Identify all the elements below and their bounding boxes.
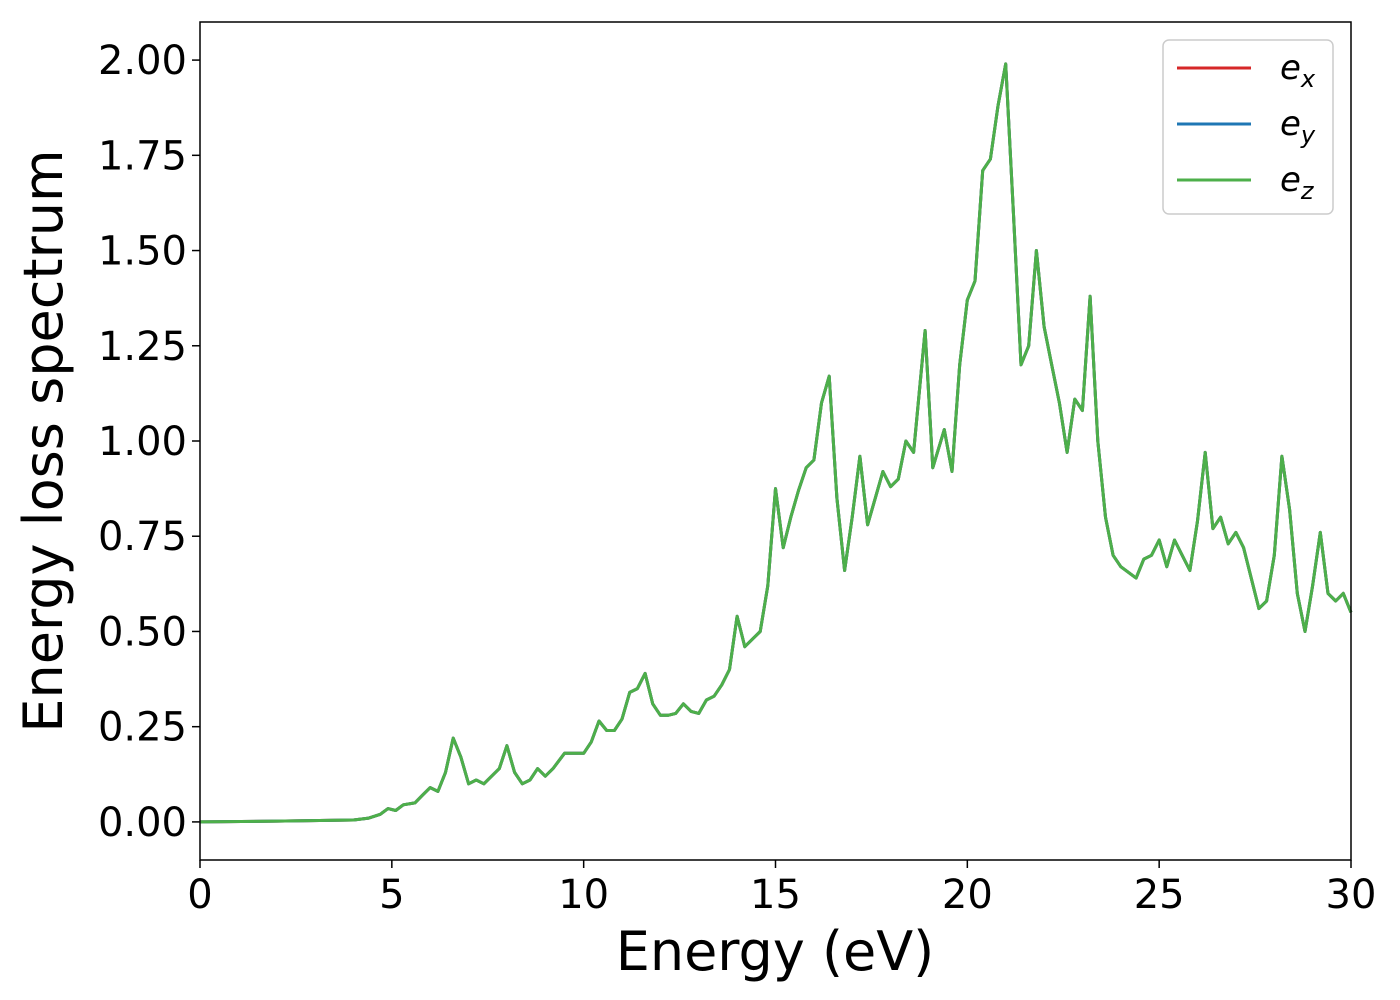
legend-label: ey: [1280, 104, 1316, 149]
plot-background: [200, 22, 1351, 860]
legend-label-main: e: [1280, 104, 1301, 144]
y-tick-label: 1.75: [98, 133, 187, 179]
y-axis-title: Energy loss spectrum: [12, 149, 75, 732]
y-tick-label: 0.75: [98, 514, 187, 560]
y-tick-label: 0.25: [98, 705, 187, 751]
legend-label-main: e: [1280, 48, 1301, 88]
y-tick-label: 1.50: [98, 229, 187, 275]
legend-label-sub: y: [1300, 121, 1316, 149]
legend-label: ex: [1280, 48, 1316, 93]
x-tick-label: 10: [558, 872, 609, 918]
legend-box: [1162, 39, 1334, 215]
legend-label-sub: z: [1300, 177, 1315, 205]
legend-label-sub: x: [1300, 65, 1316, 93]
x-axis: 0 5 10 15 20 25 30: [187, 860, 1376, 918]
legend-label-main: e: [1280, 160, 1301, 200]
x-tick-label: 30: [1326, 872, 1377, 918]
series-line-ez: [199, 62, 1353, 824]
y-tick-label: 0.50: [98, 609, 187, 655]
series-layer: [199, 62, 1353, 824]
x-tick-label: 25: [1134, 872, 1185, 918]
y-tick-label: 1.00: [98, 419, 187, 465]
y-tick-label: 2.00: [98, 38, 187, 84]
y-tick-label: 0.00: [98, 800, 187, 846]
x-tick-label: 0: [187, 872, 212, 918]
y-tick-label: 1.25: [98, 324, 187, 370]
x-axis-title: Energy (eV): [616, 920, 935, 983]
y-axis: 0.00 0.25 0.50 0.75 1.00 1.25 1.50 1.75 2.00: [98, 38, 200, 846]
legend-label: ez: [1280, 160, 1315, 205]
x-tick-label: 15: [750, 872, 801, 918]
x-tick-label: 5: [379, 872, 404, 918]
x-tick-label: 20: [942, 872, 993, 918]
